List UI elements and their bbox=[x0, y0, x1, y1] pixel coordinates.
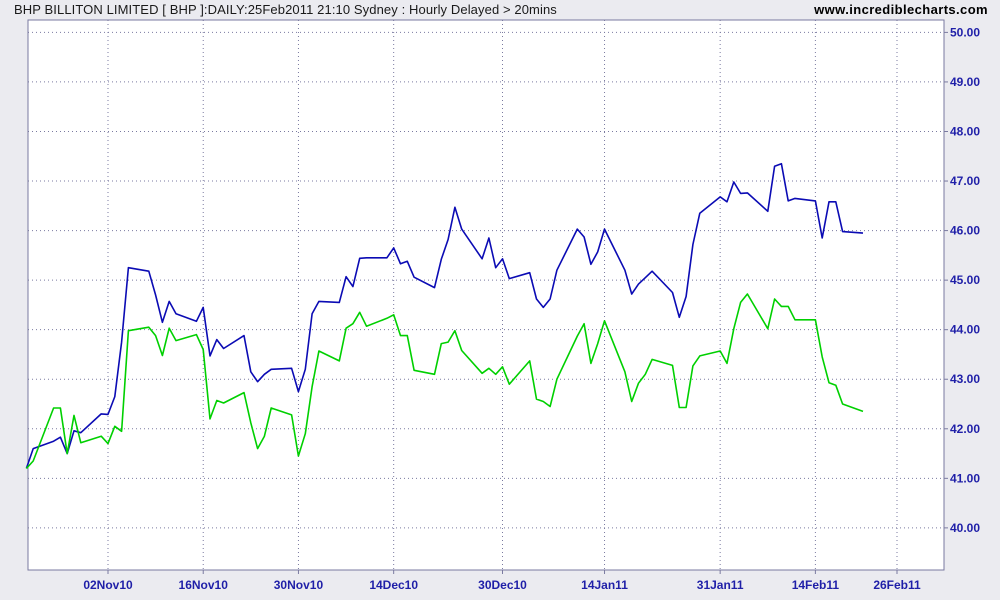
plot-border bbox=[27, 19, 945, 571]
y-tick-label: 48.00 bbox=[950, 124, 980, 138]
x-tick-label: 16Nov10 bbox=[179, 578, 229, 592]
y-tick-label: 46.00 bbox=[950, 224, 980, 238]
x-tick-label: 31Jan11 bbox=[697, 578, 744, 592]
y-tick-label: 50.00 bbox=[950, 25, 980, 39]
x-tick-label: 26Feb11 bbox=[873, 578, 921, 592]
chart-title: BHP BILLITON LIMITED [ BHP ]:DAILY:25Feb… bbox=[14, 2, 557, 17]
grid-layer bbox=[27, 19, 945, 571]
x-tick-label: 30Nov10 bbox=[274, 578, 324, 592]
y-tick-label: 49.00 bbox=[950, 75, 980, 89]
x-tick-label: 14Dec10 bbox=[369, 578, 418, 592]
source-watermark[interactable]: www.incrediblecharts.com bbox=[814, 2, 988, 17]
x-tick-label: 30Dec10 bbox=[478, 578, 527, 592]
y-tick-label: 47.00 bbox=[950, 174, 980, 188]
y-tick-label: 42.00 bbox=[950, 422, 980, 436]
y-tick-label: 44.00 bbox=[950, 323, 980, 337]
y-tick-label: 43.00 bbox=[950, 372, 980, 386]
series-layer bbox=[25, 162, 864, 469]
plot-area bbox=[28, 20, 944, 570]
series-line-green bbox=[25, 293, 864, 469]
series-line-blue bbox=[25, 162, 864, 469]
x-axis: 02Nov10 16Nov10 30Nov10 14Dec10 30Dec10 14Jan… bbox=[83, 570, 921, 592]
y-tick-label: 41.00 bbox=[950, 471, 980, 485]
y-axis: 40.00 41.00 42.00 43.00 44.00 45.00 46.00 47.00… bbox=[944, 25, 980, 535]
x-tick-label: 02Nov10 bbox=[83, 578, 133, 592]
x-tick-label: 14Feb11 bbox=[792, 578, 840, 592]
y-tick-label: 40.00 bbox=[950, 521, 980, 535]
x-tick-label: 14Jan11 bbox=[581, 578, 628, 592]
y-tick-label: 45.00 bbox=[950, 273, 980, 287]
